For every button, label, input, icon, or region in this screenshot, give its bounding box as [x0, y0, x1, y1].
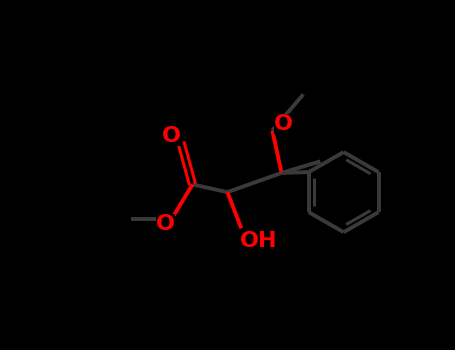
- Text: O: O: [156, 214, 175, 234]
- Text: O: O: [162, 126, 181, 146]
- Text: OH: OH: [240, 231, 277, 251]
- Text: O: O: [273, 114, 293, 134]
